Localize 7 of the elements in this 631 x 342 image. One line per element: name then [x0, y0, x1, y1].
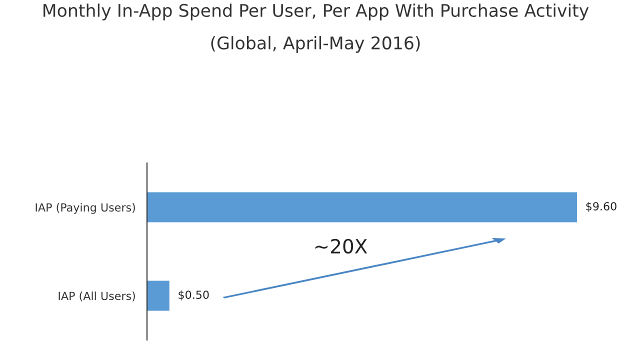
chart-subtitle: (Global, April-May 2016): [211, 36, 420, 53]
data-label: $9.60: [586, 202, 616, 212]
y-tick-label: IAP (Paying Users): [36, 203, 135, 214]
data-label: $0.50: [178, 290, 209, 300]
annotation: ~20X: [315, 238, 368, 254]
y-tick-label: IAP (All Users): [58, 292, 135, 302]
chart-title: Monthly In-App Spend Per User, Per App With Purchase Activity: [44, 4, 589, 20]
